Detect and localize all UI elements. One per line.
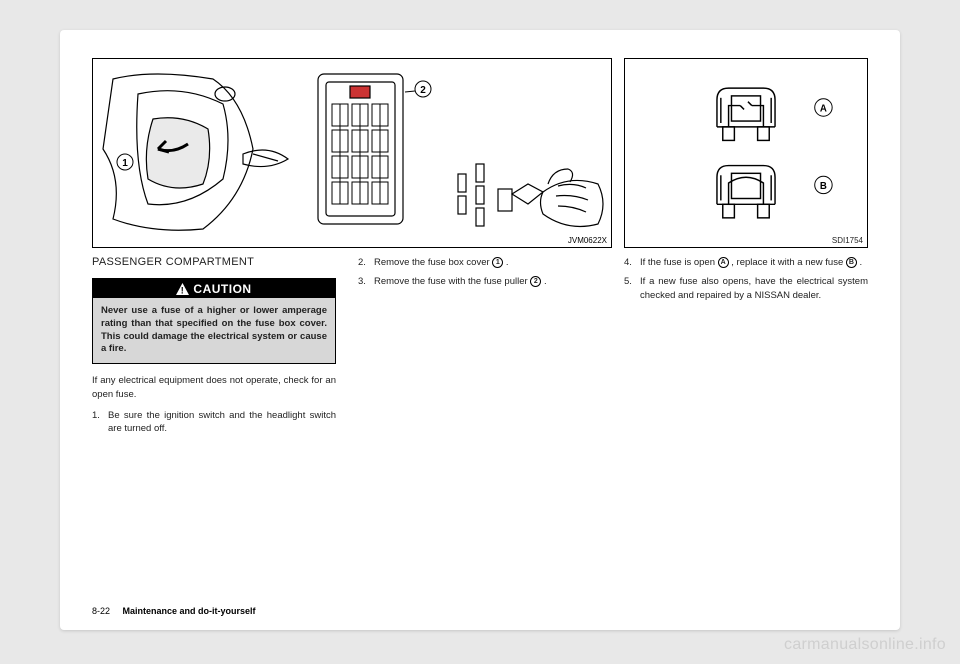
section-title: Maintenance and do-it-yourself <box>123 606 256 616</box>
step-5-text: If a new fuse also opens, have the elect… <box>640 276 868 300</box>
steps-col3: 4. If the fuse is open A , replace it wi… <box>624 256 868 308</box>
step-3-text-a: Remove the fuse with the fuse puller <box>374 276 530 287</box>
steps-col1: 1. Be sure the ignition switch and the h… <box>92 409 336 442</box>
ref-A: A <box>718 257 729 268</box>
figure-label-right: SDI1754 <box>832 236 863 245</box>
figure-label-left: JVM0622X <box>568 236 607 245</box>
ref-1: 1 <box>492 257 503 268</box>
caution-header: ! CAUTION <box>93 279 335 298</box>
column-3: A B SDI1754 <box>624 58 868 610</box>
svg-text:!: ! <box>181 286 185 296</box>
step-3: 3. Remove the fuse with the fuse puller … <box>358 275 602 288</box>
caution-box: ! CAUTION Never use a fuse of a higher o… <box>92 278 336 364</box>
caution-title: CAUTION <box>193 282 251 296</box>
step-2-text-a: Remove the fuse box cover <box>374 257 492 268</box>
step-2-text-b: . <box>503 257 508 268</box>
page-number: 8-22 <box>92 606 110 616</box>
paragraph-check-fuse: If any electrical equipment does not ope… <box>92 374 336 401</box>
columns: 1 <box>92 58 868 610</box>
step-4-text-b: , replace it with a new fuse <box>729 257 846 268</box>
step-3-text-b: . <box>541 276 546 287</box>
step-1: 1. Be sure the ignition switch and the h… <box>92 409 336 436</box>
step-1-text: Be sure the ignition switch and the head… <box>108 410 336 434</box>
warning-icon: ! <box>176 283 189 295</box>
callout-A: A <box>820 103 827 114</box>
step-4-text-c: . <box>857 257 862 268</box>
callout-2: 2 <box>420 85 426 96</box>
step-5: 5. If a new fuse also opens, have the el… <box>624 275 868 302</box>
step-4: 4. If the fuse is open A , replace it wi… <box>624 256 868 269</box>
manual-page: 1 <box>60 30 900 630</box>
page-footer: 8-22 Maintenance and do-it-yourself <box>92 606 256 616</box>
diagram-fusebox: 1 <box>93 59 613 249</box>
step-4-text-a: If the fuse is open <box>640 257 718 268</box>
diagram-fuse-open-good: A B <box>625 59 867 247</box>
ref-2: 2 <box>530 276 541 287</box>
callout-1: 1 <box>122 158 128 169</box>
callout-B: B <box>820 181 827 192</box>
figure-fuses: A B SDI1754 <box>624 58 868 248</box>
watermark: carmanualsonline.info <box>784 636 946 654</box>
step-2: 2. Remove the fuse box cover 1 . <box>358 256 602 269</box>
subhead-passenger-compartment: PASSENGER COMPARTMENT <box>92 256 336 268</box>
caution-body: Never use a fuse of a higher or lower am… <box>93 298 335 363</box>
ref-B: B <box>846 257 857 268</box>
figure-passenger-compartment: 1 <box>92 58 612 248</box>
steps-col2: 2. Remove the fuse box cover 1 . 3. Remo… <box>358 256 602 295</box>
